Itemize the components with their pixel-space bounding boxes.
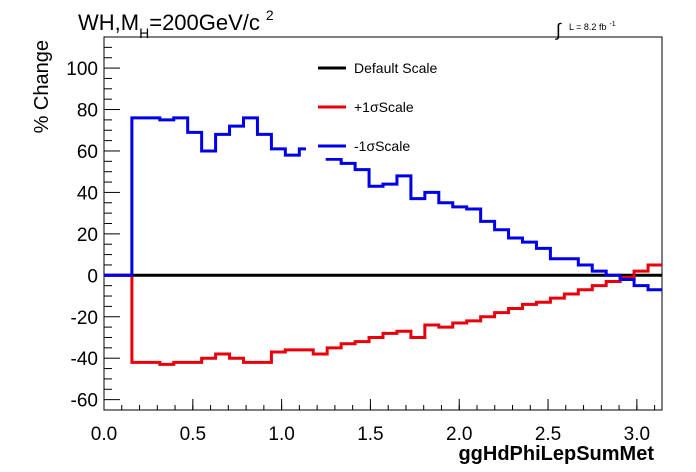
y-tick-label: -60 (71, 391, 98, 412)
luminosity-label: ∫ L = 8.2 fb -1 (554, 20, 616, 40)
integral-sign: ∫ (554, 20, 562, 40)
legend-bg (306, 52, 456, 80)
series-line-1 (104, 263, 662, 366)
y-tick-label: 80 (77, 101, 98, 122)
x-tick-label: 0.0 (91, 424, 117, 445)
legend-bg (306, 130, 456, 158)
y-tick-label: 60 (77, 142, 98, 163)
legend-label: -1σScale (354, 138, 410, 154)
x-tick-label: 1.0 (268, 424, 294, 445)
x-tick-label: 0.5 (180, 424, 206, 445)
x-tick-label: 3.0 (624, 424, 650, 445)
x-tick-label: 1.5 (357, 424, 383, 445)
y-tick-label: 40 (77, 183, 98, 204)
luminosity-text: L = 8.2 fb -1 (569, 21, 616, 32)
legend-label: Default Scale (354, 60, 437, 76)
legend: Default Scale +1σScale -1σScale (306, 52, 456, 158)
axes: 0.0 0.5 1.0 1.5 2.0 2.5 3.0 -60 -40 -20 0 20 40 60 80 1… (66, 36, 656, 445)
y-axis-label: % Change (31, 40, 53, 133)
y-tick-label: 100 (66, 59, 98, 80)
x-axis-label: ggHdPhiLepSumMet (458, 443, 654, 465)
y-tick-label: -40 (71, 349, 98, 370)
y-tick-label: 0 (87, 266, 98, 287)
series-line-2 (104, 116, 662, 292)
y-tick-label: 20 (77, 225, 98, 246)
x-tick-label: 2.5 (535, 424, 561, 445)
series-layer (104, 116, 662, 366)
legend-bg (306, 91, 456, 119)
y-tick-label: -20 (71, 308, 98, 329)
legend-label: +1σScale (354, 99, 414, 115)
chart-title: WH,MH=200GeV/c 2 (78, 7, 274, 41)
x-tick-label: 2.0 (446, 424, 472, 445)
